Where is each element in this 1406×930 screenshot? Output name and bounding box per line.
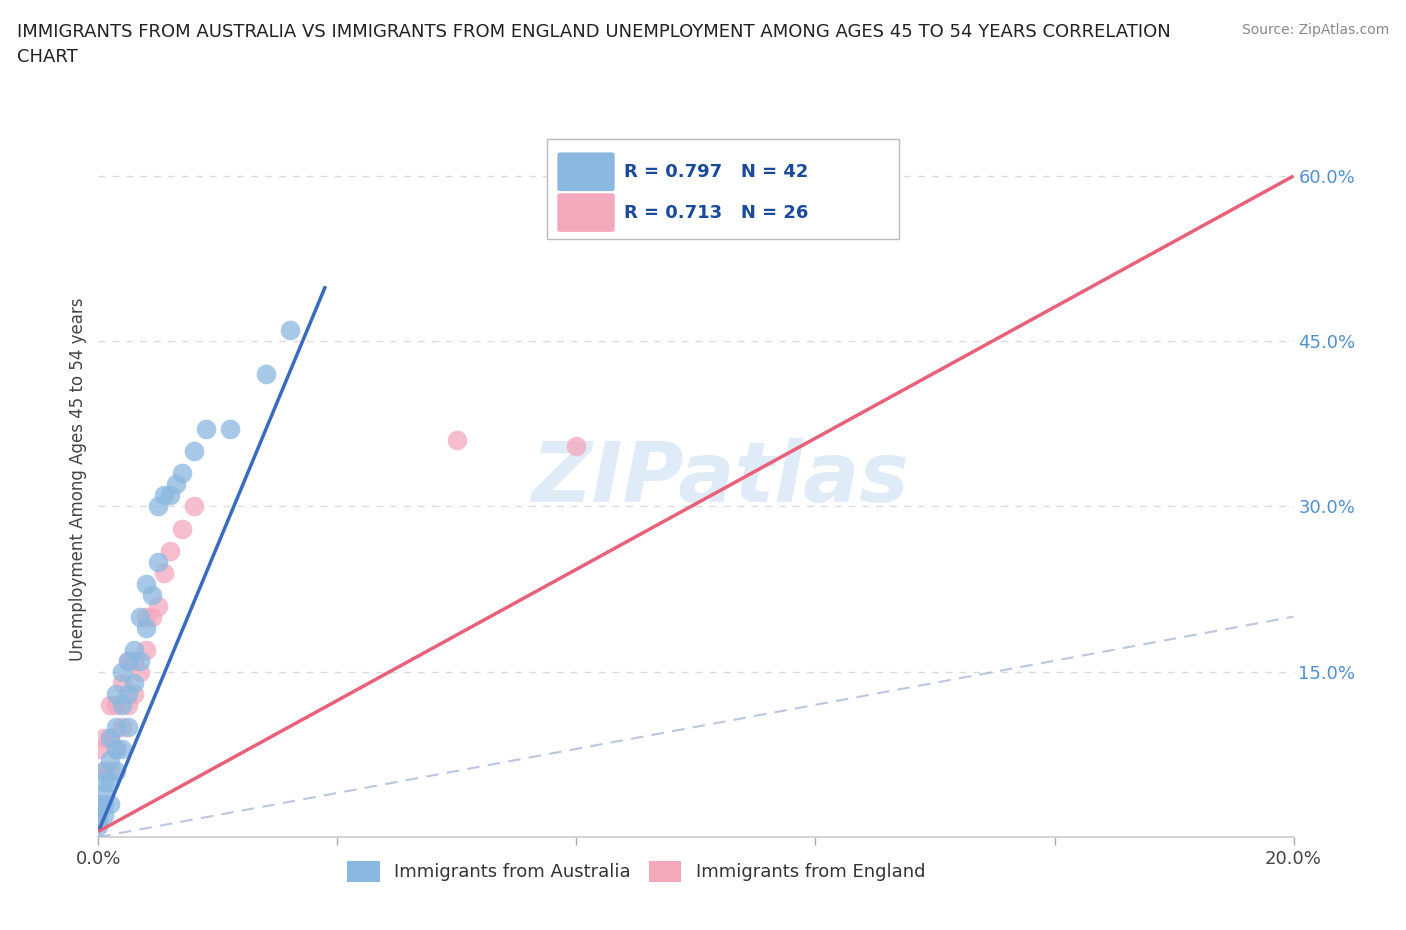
FancyBboxPatch shape — [547, 139, 900, 239]
Point — [105, 698, 128, 712]
Point — [153, 488, 176, 503]
Point — [135, 577, 157, 591]
Point — [98, 730, 122, 745]
Point — [87, 807, 110, 822]
Point — [117, 653, 139, 668]
Point — [183, 499, 205, 514]
Point — [98, 796, 122, 811]
Point — [105, 741, 128, 756]
Legend: Immigrants from Australia, Immigrants from England: Immigrants from Australia, Immigrants fr… — [340, 854, 932, 889]
Point — [183, 444, 205, 458]
Point — [135, 643, 157, 658]
Point — [124, 686, 146, 701]
Point — [124, 653, 146, 668]
Point — [111, 664, 134, 679]
Point — [111, 720, 134, 735]
Point — [148, 554, 170, 569]
Point — [446, 433, 468, 448]
Point — [159, 488, 181, 503]
Point — [117, 686, 139, 701]
Point — [105, 720, 128, 735]
Point — [98, 775, 122, 790]
Point — [195, 422, 218, 437]
Point — [219, 422, 242, 437]
Point — [165, 477, 187, 492]
Point — [93, 807, 115, 822]
Point — [111, 698, 134, 712]
Point — [141, 609, 163, 624]
Point — [172, 521, 194, 536]
Point — [93, 786, 115, 801]
Point — [105, 741, 128, 756]
Text: IMMIGRANTS FROM AUSTRALIA VS IMMIGRANTS FROM ENGLAND UNEMPLOYMENT AMONG AGES 45 : IMMIGRANTS FROM AUSTRALIA VS IMMIGRANTS … — [17, 23, 1171, 66]
Text: ZIPatlas: ZIPatlas — [531, 438, 908, 520]
Text: R = 0.797   N = 42: R = 0.797 N = 42 — [624, 163, 808, 180]
FancyBboxPatch shape — [557, 193, 614, 232]
Point — [87, 807, 110, 822]
Point — [148, 598, 170, 613]
Point — [111, 741, 134, 756]
Point — [135, 620, 157, 635]
Point — [105, 764, 128, 778]
Point — [93, 796, 115, 811]
Point — [159, 543, 181, 558]
Point — [87, 802, 110, 817]
Point — [129, 653, 152, 668]
Point — [93, 730, 115, 745]
Point — [172, 466, 194, 481]
Text: R = 0.713   N = 26: R = 0.713 N = 26 — [624, 204, 808, 221]
Point — [135, 609, 157, 624]
Point — [87, 818, 110, 833]
Point — [98, 730, 122, 745]
Point — [117, 720, 139, 735]
Point — [98, 764, 122, 778]
FancyBboxPatch shape — [557, 153, 614, 191]
Point — [141, 587, 163, 602]
Point — [148, 499, 170, 514]
Point — [111, 675, 134, 690]
Point — [129, 664, 152, 679]
Point — [254, 366, 277, 381]
Point — [93, 775, 115, 790]
Point — [124, 675, 146, 690]
Y-axis label: Unemployment Among Ages 45 to 54 years: Unemployment Among Ages 45 to 54 years — [69, 298, 87, 660]
Point — [153, 565, 176, 580]
Point — [105, 686, 128, 701]
Point — [124, 643, 146, 658]
Point — [87, 741, 110, 756]
Point — [278, 323, 301, 338]
Point — [93, 764, 115, 778]
Point — [117, 698, 139, 712]
Point — [87, 813, 110, 828]
Point — [98, 752, 122, 767]
Point — [117, 653, 139, 668]
Point — [565, 438, 588, 453]
Text: Source: ZipAtlas.com: Source: ZipAtlas.com — [1241, 23, 1389, 37]
Point — [93, 764, 115, 778]
Point — [87, 796, 110, 811]
Point — [129, 609, 152, 624]
Point — [98, 698, 122, 712]
